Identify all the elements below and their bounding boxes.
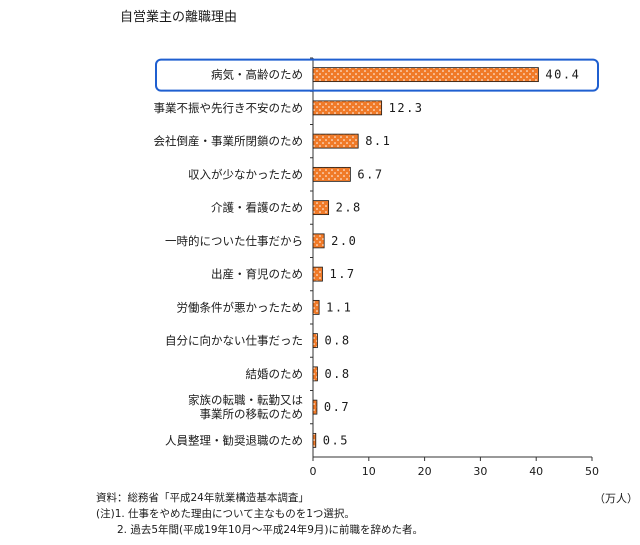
category-label: 事業不振や先行き不安のため	[154, 101, 304, 115]
bar	[312, 333, 318, 349]
unit-label: （万人）	[594, 492, 638, 505]
bar	[312, 399, 318, 415]
bar	[312, 266, 323, 282]
bar	[312, 200, 330, 216]
bar	[312, 166, 351, 182]
bar-value-label: 2.0	[331, 234, 357, 248]
bar-value-label: 0.8	[324, 334, 350, 348]
bar-value-label: 8.1	[365, 134, 391, 148]
source-note: 資料：総務省「平成24年就業構造基本調査」	[96, 492, 309, 504]
x-tick-label: 50	[585, 465, 599, 478]
category-label: 自分に向かない仕事だった	[165, 334, 303, 348]
bar-value-label: 0.7	[324, 400, 350, 414]
bar	[312, 133, 359, 149]
category-label: 病気・高齢のため	[211, 68, 303, 82]
category-label: 家族の転職・転勤又は	[188, 393, 303, 407]
footnote-2: 2. 過去5年間(平成19年10月～平成24年9月)に前職を辞めた者。	[96, 524, 423, 536]
x-tick-label: 0	[310, 465, 317, 478]
category-label: 人員整理・勧奨退職のため	[165, 433, 303, 447]
footnote-1: (注)1. 仕事をやめた理由について主なものを1つ選択。	[96, 508, 355, 520]
category-label: 一時的についた仕事だから	[165, 234, 303, 248]
bar	[312, 299, 320, 315]
bar-value-label: 40.4	[545, 68, 580, 82]
category-label: 収入が少なかったため	[188, 167, 303, 181]
category-label: 介護・看護のため	[211, 201, 303, 215]
bar-value-label: 0.8	[324, 367, 350, 381]
category-label: 会社倒産・事業所閉鎖のため	[154, 134, 304, 148]
bar-value-label: 12.3	[389, 101, 424, 115]
bar-value-label: 0.5	[323, 433, 349, 447]
category-label: 事業所の移転のため	[200, 407, 304, 421]
category-label: 結婚のため	[246, 367, 304, 381]
chart-title: 自営業主の離職理由	[120, 10, 238, 25]
category-label: 出産・育児のため	[211, 267, 303, 281]
category-label: 労働条件が悪かったため	[177, 300, 304, 314]
bar-value-label: 6.7	[357, 167, 383, 181]
bar-value-label: 1.7	[329, 267, 355, 281]
bar	[312, 100, 383, 116]
bar-value-label: 2.8	[336, 201, 362, 215]
x-tick-label: 30	[473, 465, 487, 478]
x-tick-label: 20	[418, 465, 432, 478]
x-tick-label: 10	[362, 465, 376, 478]
source-notes: 資料：総務省「平成24年就業構造基本調査」 (注)1. 仕事をやめた理由について…	[96, 490, 423, 538]
bar	[312, 67, 539, 83]
bar	[312, 432, 317, 448]
highlight-frame	[155, 58, 599, 92]
x-tick-label: 40	[529, 465, 543, 478]
bar	[312, 233, 325, 249]
bar-value-label: 1.1	[326, 300, 352, 314]
bar	[312, 366, 318, 382]
